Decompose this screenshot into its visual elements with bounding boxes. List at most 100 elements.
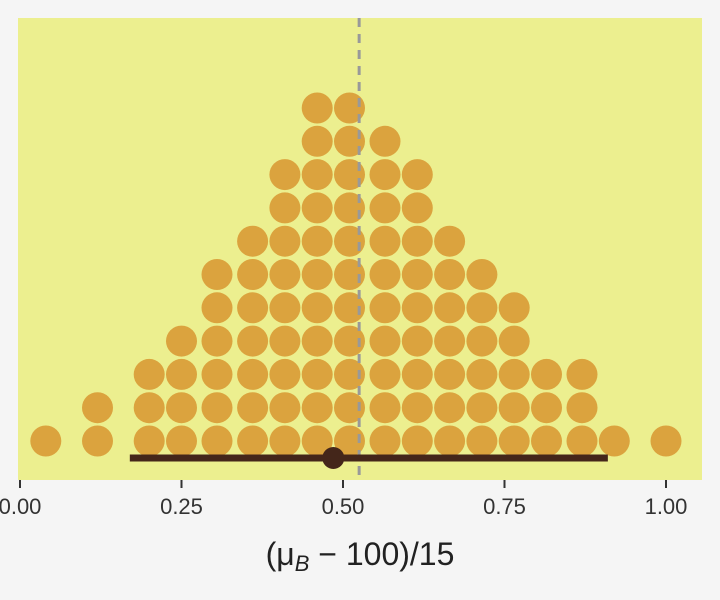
dot bbox=[237, 259, 269, 290]
dot bbox=[434, 392, 466, 424]
dot bbox=[498, 425, 530, 457]
dot bbox=[334, 425, 365, 457]
dot bbox=[269, 325, 301, 357]
dot bbox=[369, 358, 401, 390]
dot bbox=[369, 325, 401, 357]
dot bbox=[401, 225, 433, 257]
dot bbox=[334, 358, 365, 390]
dot bbox=[369, 192, 401, 224]
dot bbox=[334, 92, 365, 124]
x-tick-label: 0.00 bbox=[0, 494, 41, 519]
dot bbox=[650, 425, 682, 457]
dot bbox=[133, 358, 165, 390]
dot bbox=[498, 358, 530, 390]
dot bbox=[401, 325, 433, 357]
dot bbox=[82, 425, 113, 457]
dot bbox=[237, 425, 269, 457]
dot bbox=[466, 358, 498, 390]
dot bbox=[369, 125, 401, 157]
dot bbox=[301, 92, 333, 124]
x-axis-title-rest: − 100)/15 bbox=[309, 536, 454, 572]
dot bbox=[133, 392, 165, 424]
dot bbox=[269, 425, 301, 457]
dot bbox=[434, 425, 466, 457]
dot bbox=[369, 159, 401, 191]
dot bbox=[369, 392, 401, 424]
dot bbox=[566, 358, 598, 390]
dot bbox=[269, 259, 301, 290]
dot bbox=[301, 259, 333, 290]
dot bbox=[201, 392, 233, 424]
dot bbox=[269, 358, 301, 390]
dot bbox=[531, 425, 562, 457]
dot bbox=[269, 225, 301, 257]
dot bbox=[466, 392, 498, 424]
dot bbox=[166, 358, 197, 390]
x-tick-label: 1.00 bbox=[645, 494, 688, 519]
dot bbox=[301, 225, 333, 257]
dot bbox=[301, 125, 333, 157]
dot bbox=[466, 325, 498, 357]
dot bbox=[201, 292, 233, 324]
dot bbox=[531, 358, 562, 390]
dot bbox=[301, 159, 333, 191]
dot bbox=[369, 292, 401, 324]
dot bbox=[201, 425, 233, 457]
dot bbox=[166, 425, 197, 457]
dot bbox=[301, 358, 333, 390]
dot bbox=[334, 125, 365, 157]
dot bbox=[201, 325, 233, 357]
dot bbox=[434, 225, 466, 257]
dot bbox=[434, 325, 466, 357]
dot bbox=[166, 392, 197, 424]
x-tick-label: 0.25 bbox=[160, 494, 203, 519]
dot bbox=[566, 392, 598, 424]
dot bbox=[466, 425, 498, 457]
dot bbox=[598, 425, 630, 457]
dot bbox=[301, 325, 333, 357]
x-axis: 0.00 0.25 0.50 0.75 1.00 bbox=[0, 480, 687, 519]
dot bbox=[434, 259, 466, 290]
dot bbox=[466, 259, 498, 290]
dot bbox=[201, 259, 233, 290]
x-tick-label: 0.75 bbox=[483, 494, 526, 519]
dot bbox=[269, 292, 301, 324]
dot bbox=[166, 325, 197, 357]
dot bbox=[237, 358, 269, 390]
dot bbox=[498, 292, 530, 324]
x-axis-title: (μB − 100)/15 bbox=[266, 536, 455, 576]
dot bbox=[401, 425, 433, 457]
dot bbox=[401, 392, 433, 424]
dot bbox=[301, 425, 333, 457]
dot bbox=[334, 159, 365, 191]
dot bbox=[401, 358, 433, 390]
dot bbox=[566, 425, 598, 457]
dot bbox=[82, 392, 113, 424]
dot bbox=[498, 392, 530, 424]
dot bbox=[237, 325, 269, 357]
dot bbox=[401, 159, 433, 191]
dot bbox=[30, 425, 62, 457]
dot bbox=[334, 225, 365, 257]
dot bbox=[369, 225, 401, 257]
dot bbox=[434, 358, 466, 390]
interval-point bbox=[322, 447, 345, 469]
dot bbox=[269, 159, 301, 191]
dot bbox=[334, 259, 365, 290]
dot bbox=[334, 192, 365, 224]
dot bbox=[531, 392, 562, 424]
x-tick-label: 0.50 bbox=[322, 494, 365, 519]
dot bbox=[269, 392, 301, 424]
x-axis-title-subscript: B bbox=[295, 551, 310, 576]
dot bbox=[237, 292, 269, 324]
x-axis-title-open: (μ bbox=[266, 536, 295, 572]
dot bbox=[369, 259, 401, 290]
dot bbox=[237, 392, 269, 424]
dot bbox=[498, 325, 530, 357]
dot bbox=[301, 292, 333, 324]
dot bbox=[401, 292, 433, 324]
dots-layer bbox=[30, 92, 682, 457]
dot bbox=[334, 292, 365, 324]
dot bbox=[301, 192, 333, 224]
